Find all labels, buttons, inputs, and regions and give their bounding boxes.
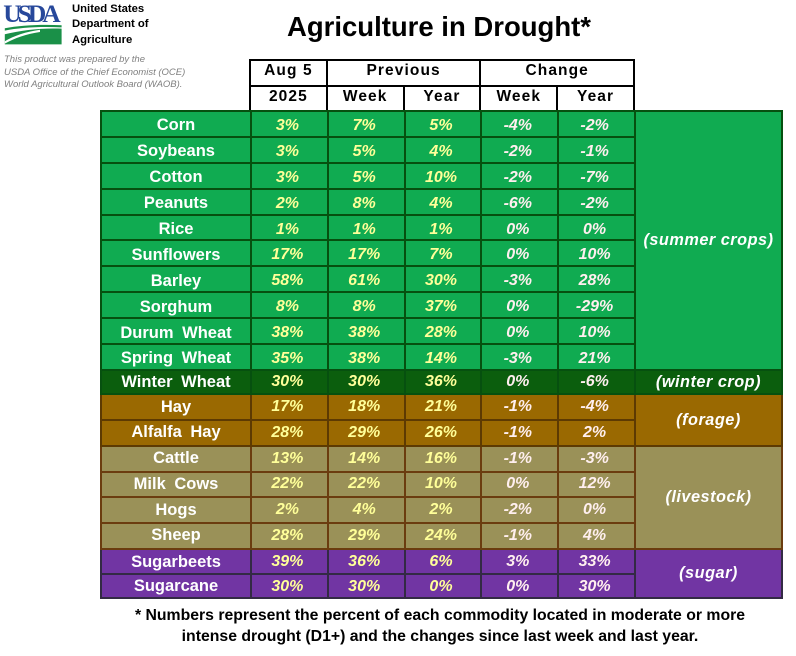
svg-text:USDA: USDA	[3, 0, 61, 28]
